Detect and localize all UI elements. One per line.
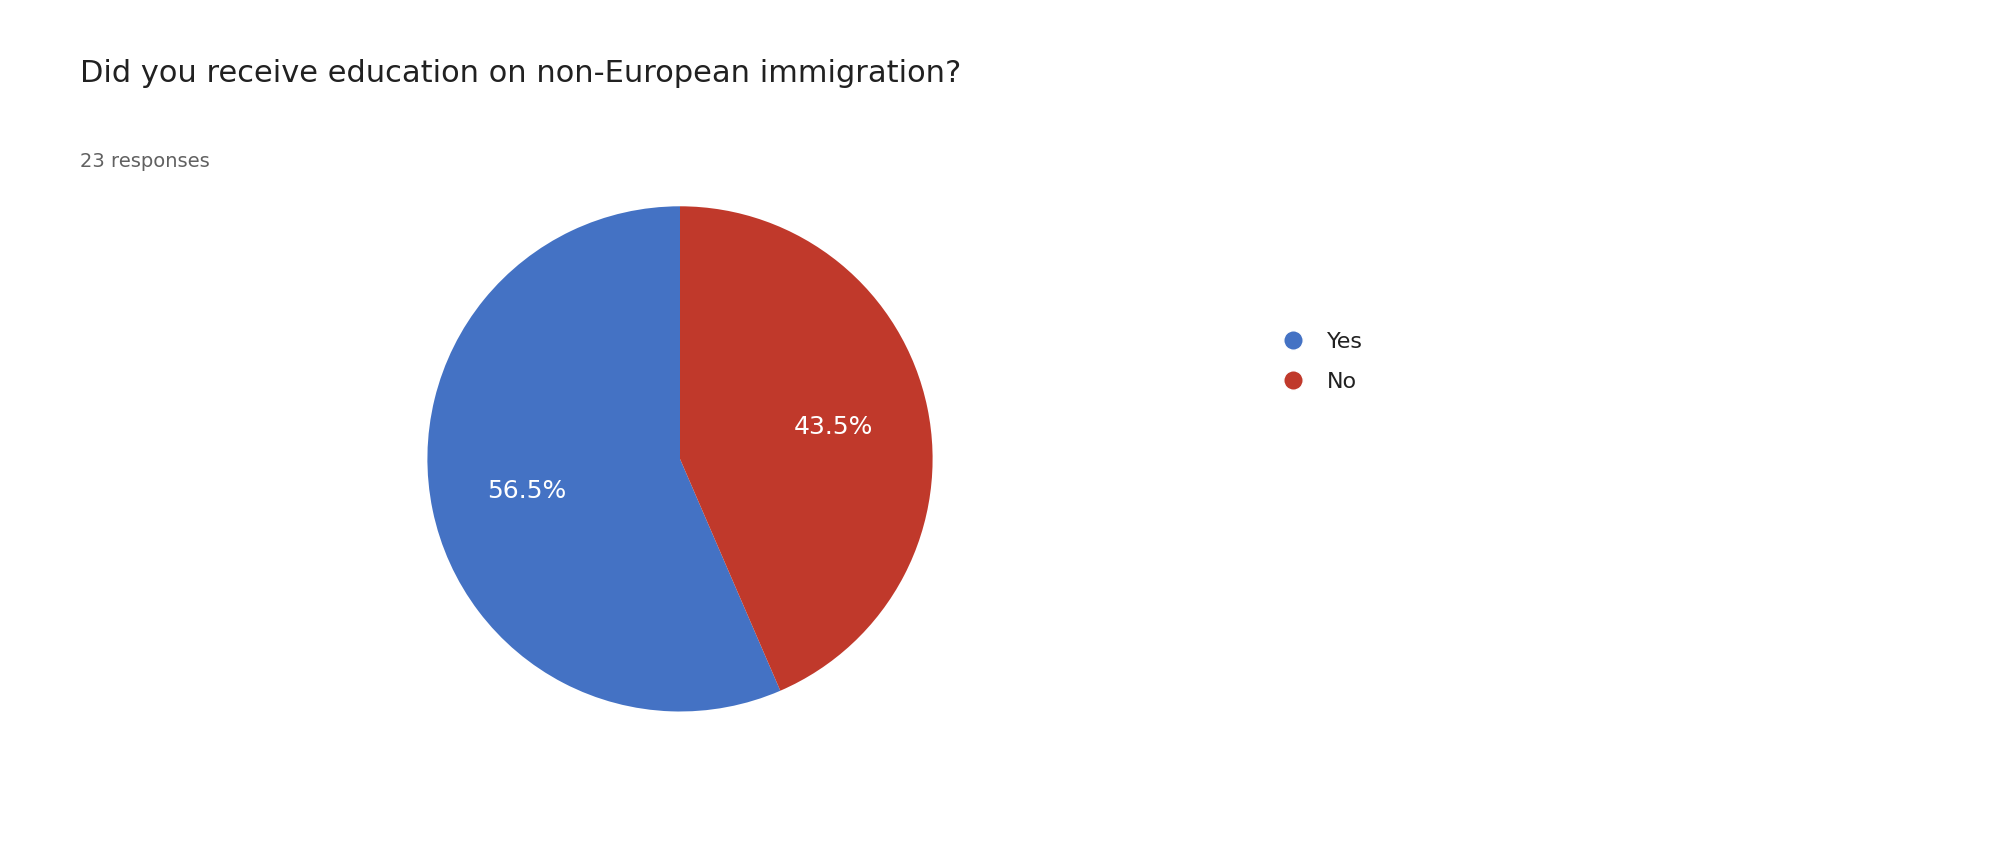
Text: 43.5%: 43.5% — [794, 415, 874, 440]
Legend: Yes, No: Yes, No — [1272, 332, 1362, 392]
Text: 56.5%: 56.5% — [488, 478, 566, 503]
Text: 23 responses: 23 responses — [80, 152, 210, 171]
Text: Did you receive education on non-European immigration?: Did you receive education on non-Europea… — [80, 59, 962, 88]
Wedge shape — [680, 206, 932, 690]
Wedge shape — [428, 206, 780, 711]
